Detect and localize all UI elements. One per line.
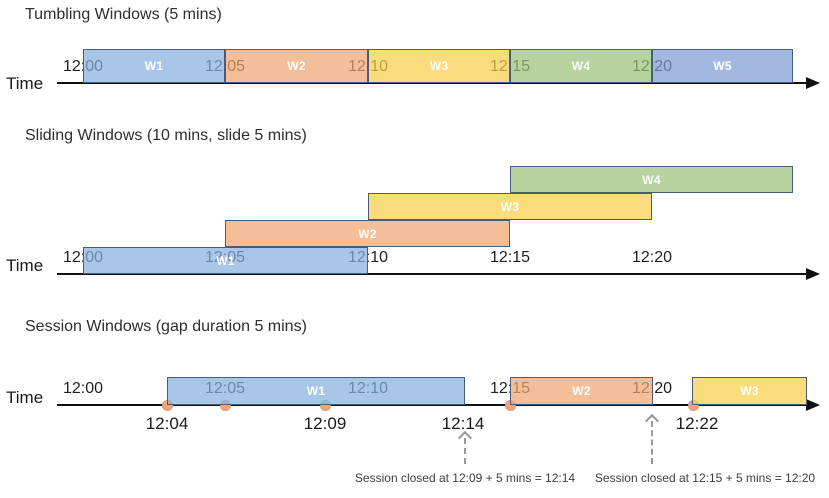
axis-line: [57, 273, 806, 275]
event-time-label: 12:04: [145, 414, 189, 433]
axis-arrowhead-icon: [806, 399, 820, 411]
annotation-text: Session closed at 12:09 + 5 mins = 12:14: [354, 471, 576, 485]
event-time-label: 12:09: [303, 414, 347, 433]
window-box-w2: W2: [510, 377, 653, 405]
window-label: W1: [216, 253, 235, 268]
window-box-w2: W2: [225, 49, 368, 83]
window-box-w1: W1: [83, 247, 368, 274]
window-box-w2: W2: [225, 220, 510, 247]
time-axis-label: Time: [6, 256, 44, 275]
time-axis-label: Time: [6, 388, 44, 407]
window-label: W2: [287, 59, 306, 73]
window-box-w3: W3: [368, 193, 652, 220]
annotation-dashed-line: [464, 438, 466, 464]
window-box-w1: W1: [167, 377, 465, 405]
window-label: W2: [572, 384, 591, 398]
window-label: W4: [571, 59, 591, 73]
window-label: W3: [429, 59, 449, 73]
axis-line: [57, 404, 806, 406]
axis-arrowhead-icon: [806, 77, 820, 89]
axis-tick-label: 12:20: [631, 249, 673, 266]
section-title-tumbling: Tumbling Windows (5 mins): [25, 6, 222, 23]
axis-tick-label: 12:15: [489, 249, 531, 266]
section-title-sliding: Sliding Windows (10 mins, slide 5 mins): [25, 127, 307, 144]
window-label: W4: [642, 172, 661, 187]
window-box-w5: W5: [652, 49, 793, 83]
annotation-text: Session closed at 12:15 + 5 mins = 12:20: [594, 471, 816, 485]
axis-tick-label: 12:00: [62, 380, 104, 397]
time-axis-label: Time: [6, 74, 44, 93]
window-label: W1: [306, 384, 326, 398]
window-label: W3: [500, 199, 520, 214]
axis-line: [57, 82, 806, 84]
event-time-label: 12:14: [441, 414, 485, 433]
event-time-label: 12:22: [675, 414, 719, 433]
window-box-w1: W1: [83, 49, 225, 83]
window-box-w3: W3: [368, 49, 510, 83]
window-label: W3: [740, 384, 759, 398]
window-box-w4: W4: [510, 49, 652, 83]
window-box-w4: W4: [510, 166, 793, 193]
window-box-w3: W3: [692, 377, 807, 405]
window-label: W5: [713, 59, 732, 73]
window-label: W1: [144, 59, 164, 73]
axis-arrowhead-icon: [806, 268, 820, 280]
section-title-session: Session Windows (gap duration 5 mins): [25, 318, 307, 335]
annotation-dashed-line: [651, 421, 653, 464]
window-label: W2: [358, 226, 377, 241]
